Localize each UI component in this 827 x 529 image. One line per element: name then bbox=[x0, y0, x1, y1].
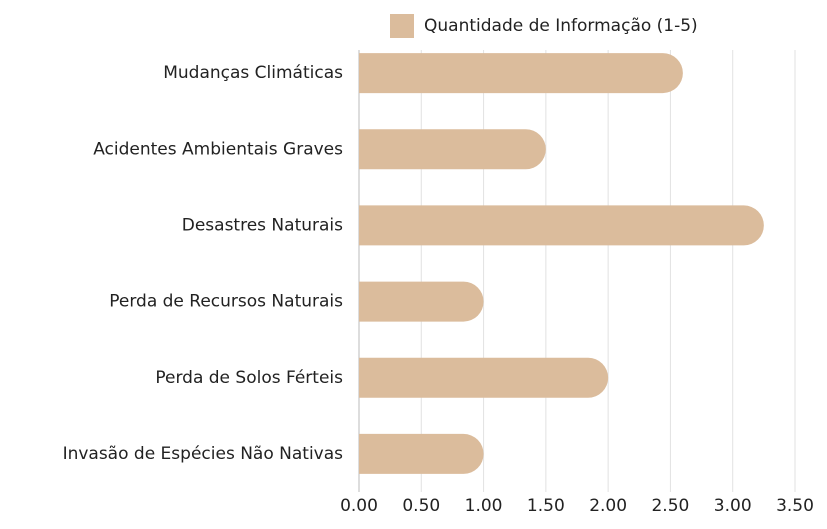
x-tick-label: 1.00 bbox=[465, 496, 503, 516]
bar bbox=[359, 205, 764, 246]
y-tick-label: Mudanças Climáticas bbox=[163, 63, 343, 83]
x-tick-label: 1.50 bbox=[527, 496, 565, 516]
bar bbox=[359, 433, 484, 474]
y-tick-label: Invasão de Espécies Não Nativas bbox=[63, 444, 344, 464]
x-tick-label: 3.00 bbox=[714, 496, 752, 516]
y-tick-label: Desastres Naturais bbox=[182, 215, 343, 235]
bar bbox=[359, 129, 546, 170]
x-tick-label: 3.50 bbox=[776, 496, 814, 516]
legend-swatch bbox=[390, 14, 414, 38]
x-tick-label: 2.50 bbox=[651, 496, 689, 516]
y-tick-label: Acidentes Ambientais Graves bbox=[93, 139, 343, 159]
legend-label: Quantidade de Informação (1-5) bbox=[424, 16, 698, 36]
y-tick-label: Perda de Solos Férteis bbox=[155, 368, 343, 388]
bar bbox=[359, 281, 484, 322]
x-tick-label: 0.50 bbox=[402, 496, 440, 516]
y-tick-label: Perda de Recursos Naturais bbox=[109, 292, 343, 312]
bar bbox=[359, 357, 609, 398]
x-tick-label: 2.00 bbox=[589, 496, 627, 516]
x-tick-label: 0.00 bbox=[340, 496, 378, 516]
bar bbox=[359, 53, 683, 94]
